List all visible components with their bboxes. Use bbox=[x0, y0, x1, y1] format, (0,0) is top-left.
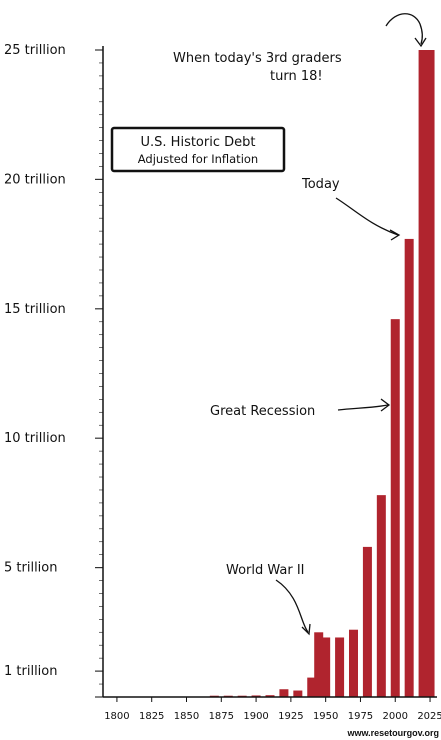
annotation-future-line1: When today's 3rd graders bbox=[173, 51, 342, 66]
annotation-great-recession: Great Recession bbox=[210, 404, 315, 419]
bar bbox=[349, 629, 358, 697]
bar bbox=[293, 690, 303, 697]
annotation-today: Today bbox=[301, 177, 340, 192]
chart-title-box: U.S. Historic Debt Adjusted for Inflatio… bbox=[110, 126, 286, 173]
bar bbox=[376, 495, 386, 697]
y-tick-label: 20 trillion bbox=[4, 172, 66, 187]
bar bbox=[390, 319, 400, 697]
y-minor-ticks bbox=[95, 49, 103, 698]
x-tick-label: 2025 bbox=[417, 711, 441, 722]
bar bbox=[314, 632, 324, 697]
bar bbox=[425, 50, 435, 697]
bars bbox=[209, 50, 435, 697]
annotation-ww2: World War II bbox=[226, 563, 305, 578]
arrowhead-today bbox=[389, 229, 401, 241]
arrow-future bbox=[385, 13, 424, 45]
chart-title-line2: Adjusted for Inflation bbox=[138, 152, 258, 166]
x-tick-labels: 1800 1825 1850 1875 1900 1925 1950 1975 2000 2025 bbox=[104, 697, 441, 722]
arrow-ww2 bbox=[275, 579, 309, 633]
bar bbox=[418, 50, 428, 697]
y-tick-label: 10 trillion bbox=[4, 431, 66, 446]
bar bbox=[335, 637, 345, 697]
annotation-future-line2: turn 18! bbox=[270, 69, 323, 84]
arrow-great-recession bbox=[337, 404, 389, 411]
arrowhead-great-recession bbox=[380, 398, 391, 412]
x-tick-label: 1825 bbox=[139, 711, 164, 722]
x-tick-label: 1900 bbox=[243, 711, 268, 722]
chart-title-line1: U.S. Historic Debt bbox=[141, 135, 256, 150]
bar bbox=[404, 238, 414, 697]
bar bbox=[265, 695, 275, 697]
x-tick-label: 2000 bbox=[383, 711, 408, 722]
x-tick-label: 1850 bbox=[174, 711, 199, 722]
y-tick-label: 15 trillion bbox=[4, 302, 66, 317]
arrowhead-future bbox=[414, 37, 427, 48]
bar bbox=[362, 546, 372, 697]
y-tick-labels: 1 trillion 5 trillion 10 trillion 15 trilli… bbox=[4, 43, 66, 679]
arrow-today bbox=[335, 197, 399, 236]
x-tick-label: 1875 bbox=[209, 711, 234, 722]
bar bbox=[251, 695, 261, 697]
bar bbox=[307, 677, 317, 697]
bar bbox=[321, 637, 331, 697]
source-url: www.resetourgov.org bbox=[346, 728, 439, 738]
y-tick-label: 5 trillion bbox=[4, 561, 58, 576]
x-tick-label: 1925 bbox=[278, 711, 303, 722]
x-tick-label: 1950 bbox=[313, 711, 338, 722]
arrowhead-ww2 bbox=[301, 623, 311, 636]
bar bbox=[279, 689, 289, 697]
y-tick-label: 1 trillion bbox=[4, 664, 58, 679]
axes bbox=[102, 46, 437, 698]
y-tick-label: 25 trillion bbox=[4, 43, 66, 58]
x-tick-label: 1975 bbox=[348, 711, 373, 722]
x-tick-label: 1800 bbox=[104, 711, 129, 722]
